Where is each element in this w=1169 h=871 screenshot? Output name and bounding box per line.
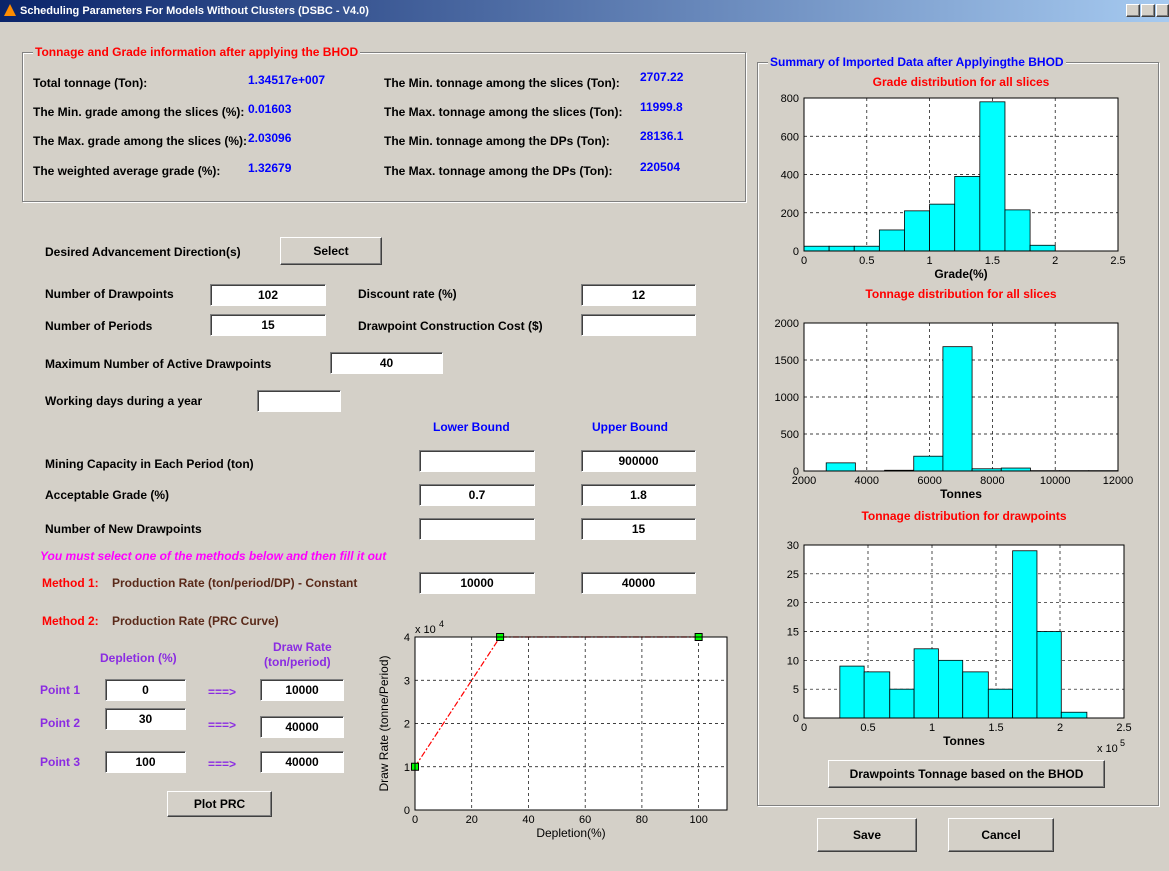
info-value: 1.32679: [248, 161, 292, 175]
input[interactable]: [419, 518, 535, 540]
info-value: 1.34517e+007: [248, 73, 326, 87]
y-tick-label: 4: [404, 632, 410, 644]
y-tick-label: 3: [404, 675, 410, 687]
point-label: Point 3: [40, 755, 81, 769]
input[interactable]: 100: [105, 751, 186, 773]
line-marker: [411, 762, 419, 771]
info-label: Total tonnage (Ton):: [33, 76, 148, 90]
x-tick-label: 100: [689, 814, 707, 826]
info-label: The Min. tonnage among the slices (Ton):: [384, 76, 620, 90]
input[interactable]: 102: [210, 284, 326, 306]
x-tick-label: 60: [579, 814, 591, 826]
info-value: 2.03096: [248, 131, 292, 145]
label: Mining Capacity in Each Period (ton): [45, 457, 254, 471]
info-value: 2707.22: [640, 70, 684, 84]
info-label: The Max. tonnage among the DPs (Ton):: [384, 164, 613, 178]
label: Maximum Number of Active Drawpoints: [45, 357, 272, 371]
input[interactable]: 10000: [419, 572, 535, 594]
column-header: (ton/period): [264, 655, 331, 669]
input[interactable]: 40000: [581, 572, 696, 594]
label: Desired Advancement Direction(s): [45, 245, 241, 259]
input[interactable]: 30: [105, 708, 186, 730]
line-series: [414, 636, 699, 768]
input[interactable]: 40: [330, 352, 443, 374]
label: Working days during a year: [45, 394, 203, 408]
label: Acceptable Grade (%): [45, 488, 170, 502]
label: Production Rate (PRC Curve): [112, 614, 279, 628]
point-label: Point 1: [40, 683, 81, 697]
window-title: Scheduling Parameters For Models Without…: [20, 5, 369, 17]
x-tick-label: 20: [466, 814, 478, 826]
save-button[interactable]: Save: [817, 818, 917, 852]
arrow: ===>: [208, 718, 237, 732]
column-header: Lower Bound: [433, 420, 510, 434]
x-tick-label: 40: [522, 814, 534, 826]
label: Number of Periods: [45, 319, 153, 333]
app-icon: [4, 4, 16, 16]
method-tag: Method 1:: [42, 576, 99, 590]
info-group: [22, 52, 746, 202]
info-label: The Min. grade among the slices (%):: [33, 105, 245, 119]
info-value: 28136.1: [640, 129, 684, 143]
info-label: The Max. tonnage among the slices (Ton):: [384, 105, 623, 119]
minimize-button[interactable]: [1126, 4, 1140, 17]
axes-frame: [414, 636, 728, 811]
input[interactable]: 900000: [581, 450, 696, 472]
line-marker: [496, 633, 505, 641]
summary-title: Summary of Imported Data after Applyingt…: [768, 55, 1066, 69]
y-tick-label: 1: [404, 762, 410, 774]
y-multiplier-exponent: 4: [439, 619, 444, 629]
info-value: 220504: [640, 160, 681, 174]
y-axis-label: Draw Rate (tonne/Period): [377, 655, 391, 791]
line-marker: [694, 633, 703, 641]
y-tick-label: 0: [404, 805, 410, 817]
summary-group: [757, 62, 1159, 806]
input[interactable]: [581, 314, 696, 336]
info-label: The weighted average grade (%):: [33, 164, 221, 178]
x-tick-label: 0: [412, 814, 418, 826]
input[interactable]: 40000: [260, 716, 344, 738]
plot-prc-button[interactable]: Plot PRC: [167, 791, 272, 817]
y-multiplier: x 10: [415, 624, 436, 636]
info-title: Tonnage and Grade information after appl…: [33, 45, 361, 59]
column-header: Depletion (%): [100, 651, 177, 665]
input[interactable]: [257, 390, 341, 412]
plot-area: [415, 637, 727, 810]
info-label: The Max. grade among the slices (%):: [33, 134, 248, 148]
input[interactable]: 10000: [260, 679, 344, 701]
note: You must select one of the methods below…: [40, 549, 387, 563]
label: Drawpoint Construction Cost ($): [358, 319, 543, 333]
title-bar: Scheduling Parameters For Models Without…: [0, 0, 1169, 22]
input[interactable]: 1.8: [581, 484, 696, 506]
input[interactable]: [419, 450, 535, 472]
label: Number of Drawpoints: [45, 287, 174, 301]
input[interactable]: 0: [105, 679, 186, 701]
arrow: ===>: [208, 757, 237, 771]
column-header: Upper Bound: [592, 420, 668, 434]
point-label: Point 2: [40, 716, 81, 730]
cancel-button[interactable]: Cancel: [948, 818, 1054, 852]
input[interactable]: 12: [581, 284, 696, 306]
label: Production Rate (ton/period/DP) - Consta…: [112, 576, 358, 590]
column-header: Draw Rate: [273, 640, 332, 654]
input[interactable]: 40000: [260, 751, 344, 773]
x-tick-label: 80: [636, 814, 648, 826]
label: Number of New Drawpoints: [45, 522, 202, 536]
input[interactable]: 15: [581, 518, 696, 540]
info-value: 11999.8: [640, 100, 683, 114]
y-tick-label: 2: [404, 719, 410, 731]
info-label: The Min. tonnage among the DPs (Ton):: [384, 134, 610, 148]
input[interactable]: 0.7: [419, 484, 535, 506]
label: Discount rate (%): [358, 287, 457, 301]
arrow: ===>: [208, 685, 237, 699]
close-button[interactable]: [1156, 4, 1169, 17]
maximize-button[interactable]: [1141, 4, 1155, 17]
info-value: 0.01603: [248, 102, 292, 116]
x-axis-label: Depletion(%): [536, 826, 605, 840]
drawpoints-button[interactable]: Drawpoints Tonnage based on the BHOD: [828, 760, 1105, 788]
input[interactable]: 15: [210, 314, 326, 336]
select-button[interactable]: Select: [280, 237, 382, 265]
method-tag: Method 2:: [42, 614, 99, 628]
